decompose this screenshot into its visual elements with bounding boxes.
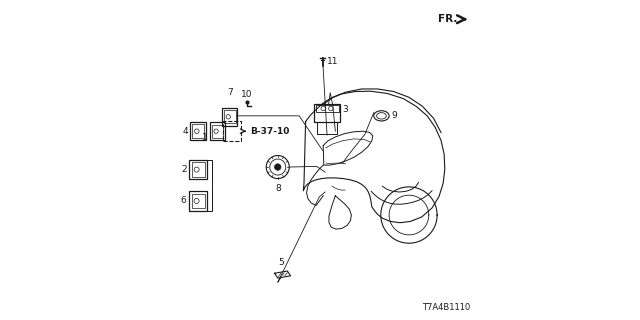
Text: B-37-10: B-37-10 [251, 127, 290, 136]
Text: 6: 6 [181, 196, 187, 205]
Text: T7A4B1110: T7A4B1110 [422, 303, 470, 312]
Text: 2: 2 [181, 165, 187, 174]
Text: FR.: FR. [438, 14, 458, 24]
Text: 3: 3 [342, 105, 348, 114]
Bar [192, 124, 205, 138]
Bar [317, 122, 337, 134]
Bar [222, 108, 237, 125]
Bar [223, 121, 241, 141]
Text: 4: 4 [182, 127, 188, 136]
Text: 1: 1 [202, 133, 207, 142]
Text: 8: 8 [275, 184, 280, 193]
Text: 5: 5 [278, 258, 284, 267]
Bar [191, 162, 205, 177]
Bar [189, 191, 207, 211]
Text: 9: 9 [391, 111, 397, 120]
Bar [191, 122, 206, 140]
Text: 7: 7 [227, 88, 232, 97]
Bar [191, 194, 205, 208]
Circle shape [275, 164, 281, 170]
Text: 10: 10 [241, 90, 253, 99]
Bar [316, 105, 339, 112]
Bar [224, 110, 236, 124]
Bar [314, 104, 340, 122]
Text: 11: 11 [328, 57, 339, 66]
Bar [212, 124, 223, 138]
Bar [210, 122, 225, 140]
Bar [189, 160, 207, 179]
